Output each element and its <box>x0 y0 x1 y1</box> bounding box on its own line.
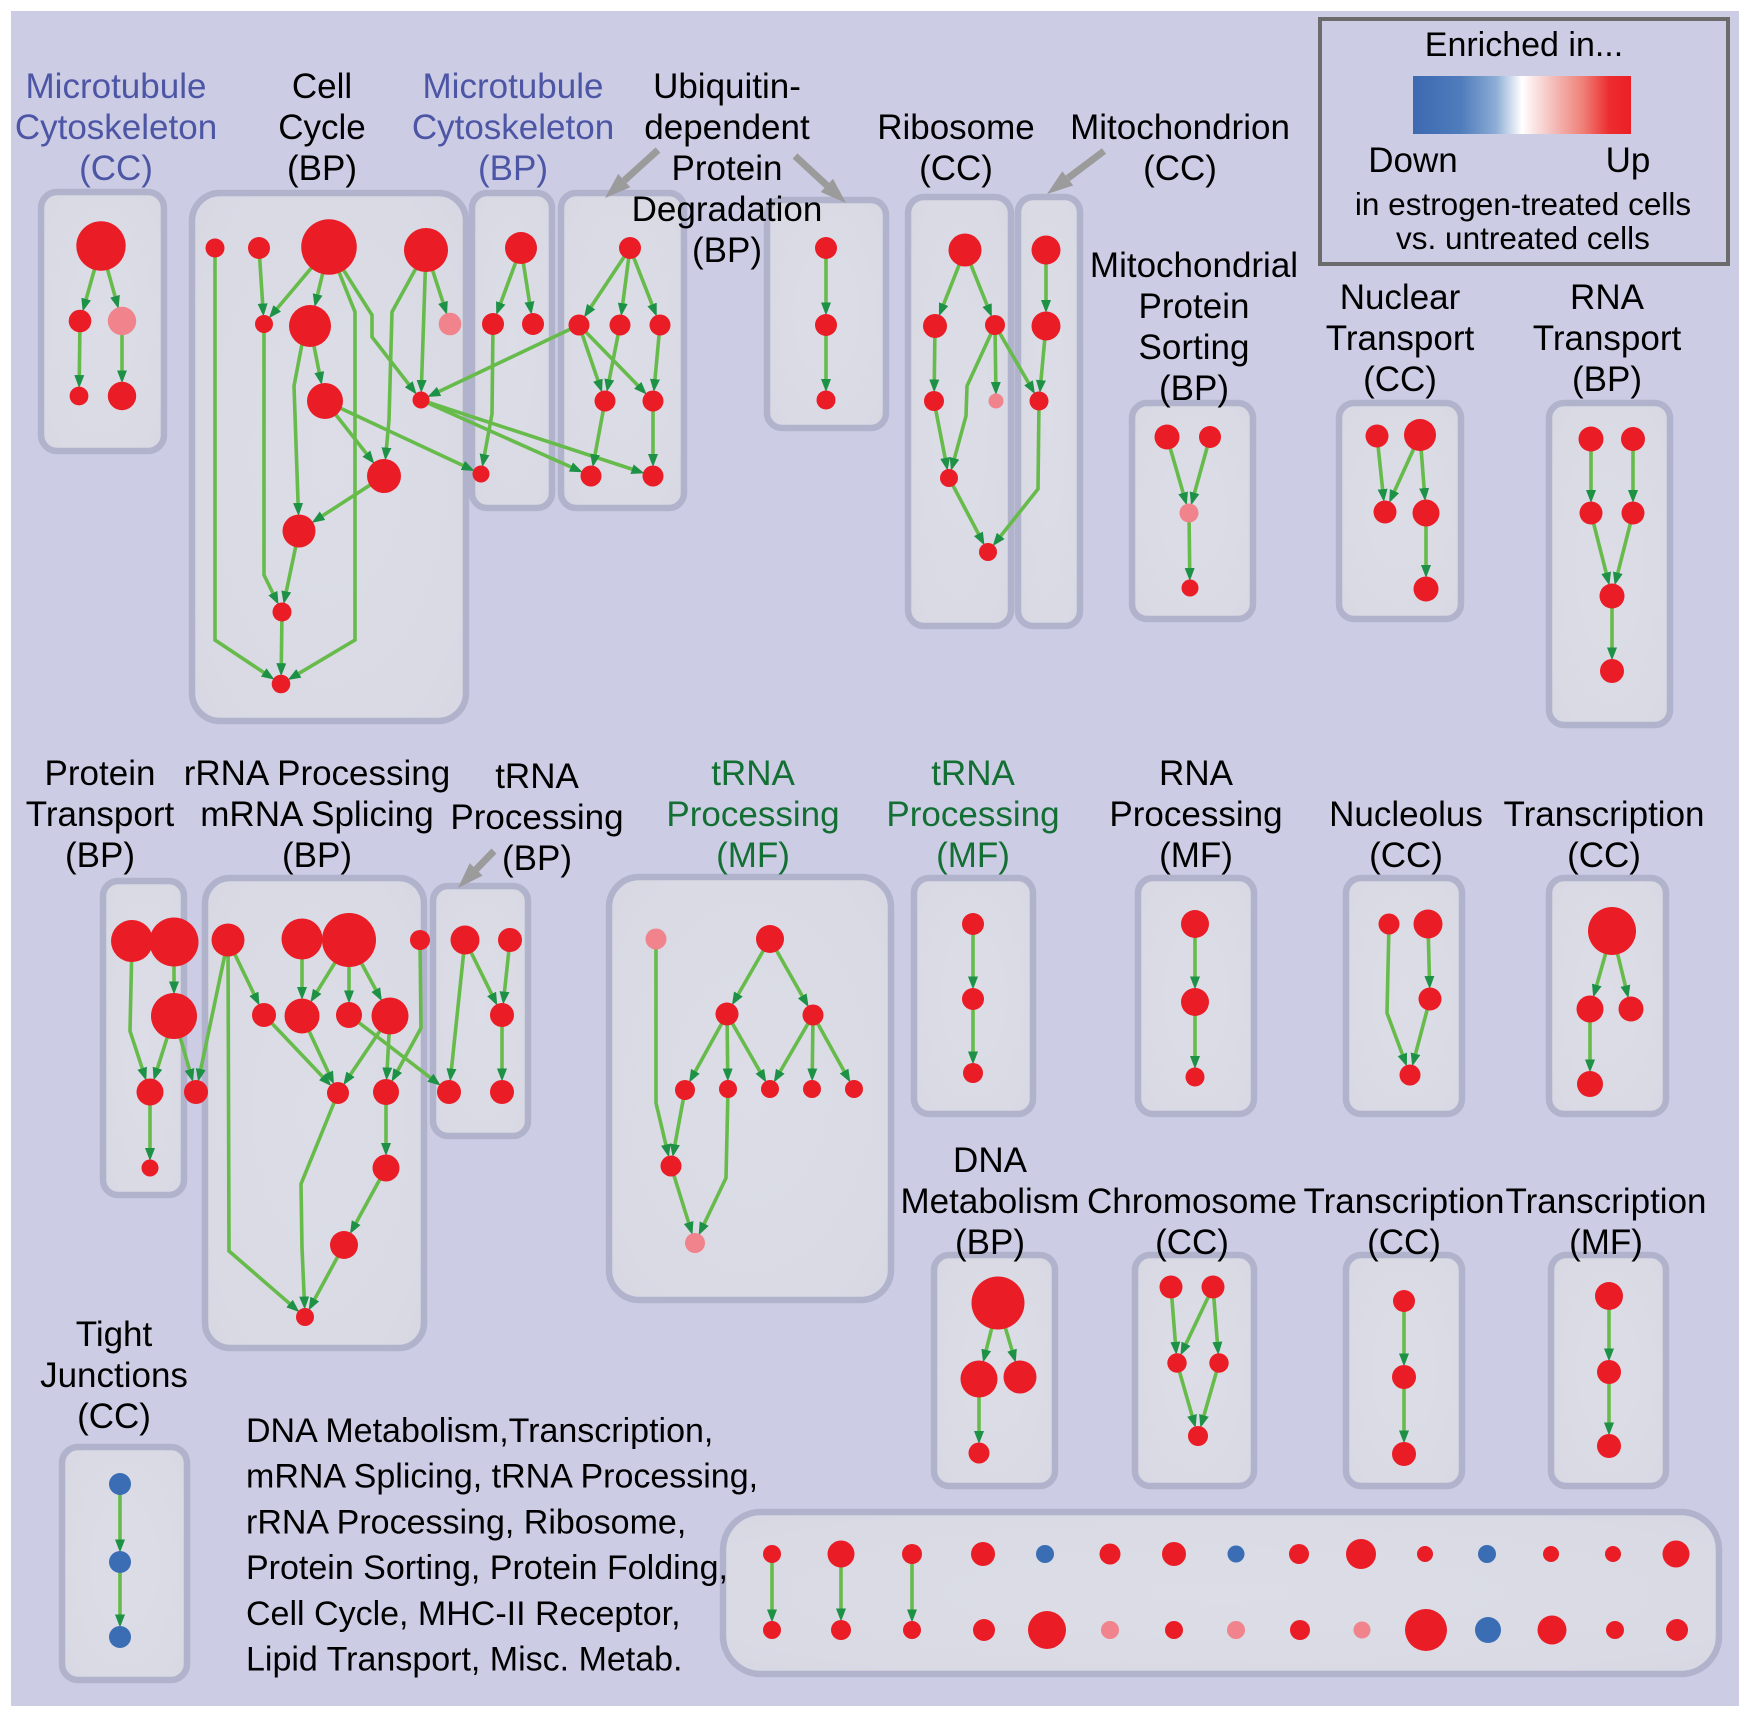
svg-text:(BP): (BP) <box>478 149 548 188</box>
svg-text:Cell: Cell <box>292 67 352 106</box>
svg-text:Mitochondrial: Mitochondrial <box>1090 246 1298 285</box>
svg-text:Lipid Transport, Misc. Metab.: Lipid Transport, Misc. Metab. <box>246 1641 683 1679</box>
svg-text:Ubiquitin-: Ubiquitin- <box>653 67 801 106</box>
svg-text:Transport: Transport <box>26 795 175 834</box>
svg-text:Protein Sorting, Protein Foldi: Protein Sorting, Protein Folding, <box>246 1549 728 1587</box>
svg-text:Processing: Processing <box>886 795 1059 834</box>
svg-text:Cytoskeleton: Cytoskeleton <box>15 108 217 147</box>
svg-text:dependent: dependent <box>644 108 810 147</box>
svg-text:Protein: Protein <box>672 149 783 188</box>
svg-text:Degradation: Degradation <box>632 190 823 229</box>
svg-text:tRNA: tRNA <box>931 754 1015 793</box>
svg-text:(CC): (CC) <box>919 149 993 188</box>
svg-text:Processing: Processing <box>1109 795 1282 834</box>
svg-text:DNA: DNA <box>953 1141 1028 1180</box>
svg-text:Tight: Tight <box>76 1315 153 1354</box>
svg-text:vs. untreated cells: vs. untreated cells <box>1396 220 1650 256</box>
svg-text:Protein: Protein <box>45 754 156 793</box>
svg-text:(CC): (CC) <box>1143 149 1217 188</box>
svg-text:tRNA: tRNA <box>495 757 579 796</box>
svg-text:(CC): (CC) <box>77 1397 151 1436</box>
svg-text:(CC): (CC) <box>79 149 153 188</box>
svg-text:rRNA Processing, Ribosome,: rRNA Processing, Ribosome, <box>246 1503 686 1541</box>
svg-text:(BP): (BP) <box>502 839 572 878</box>
svg-text:Junctions: Junctions <box>40 1356 188 1395</box>
svg-text:Nuclear: Nuclear <box>1340 278 1461 317</box>
svg-text:(CC): (CC) <box>1567 836 1641 875</box>
svg-text:Cell Cycle, MHC-II Receptor,: Cell Cycle, MHC-II Receptor, <box>246 1595 681 1633</box>
svg-text:Cytoskeleton: Cytoskeleton <box>412 108 614 147</box>
svg-text:(CC): (CC) <box>1155 1223 1229 1262</box>
svg-text:Nucleolus: Nucleolus <box>1329 795 1483 834</box>
svg-text:Cycle: Cycle <box>278 108 366 147</box>
svg-text:tRNA: tRNA <box>711 754 795 793</box>
svg-text:DNA Metabolism,Transcription,: DNA Metabolism,Transcription, <box>246 1412 713 1450</box>
svg-text:Transport: Transport <box>1326 319 1475 358</box>
svg-text:(MF): (MF) <box>1569 1223 1643 1262</box>
svg-text:(MF): (MF) <box>716 836 790 875</box>
svg-text:Enriched in...: Enriched in... <box>1425 26 1623 64</box>
svg-text:Microtubule: Microtubule <box>26 67 207 106</box>
svg-text:Up: Up <box>1606 141 1651 180</box>
svg-text:Transcription: Transcription <box>1504 795 1705 834</box>
svg-text:(BP): (BP) <box>1572 360 1642 399</box>
svg-text:Mitochondrion: Mitochondrion <box>1070 108 1290 147</box>
svg-text:Transcription: Transcription <box>1304 1182 1505 1221</box>
svg-text:in estrogen-treated cells: in estrogen-treated cells <box>1355 186 1691 222</box>
svg-text:Transcription: Transcription <box>1506 1182 1707 1221</box>
svg-text:(BP): (BP) <box>692 231 762 270</box>
svg-text:Metabolism: Metabolism <box>901 1182 1080 1221</box>
svg-text:(CC): (CC) <box>1367 1223 1441 1262</box>
svg-text:mRNA Splicing, tRNA Processing: mRNA Splicing, tRNA Processing, <box>246 1458 758 1496</box>
svg-text:(BP): (BP) <box>282 836 352 875</box>
svg-text:Chromosome: Chromosome <box>1087 1182 1297 1221</box>
svg-text:RNA: RNA <box>1570 278 1645 317</box>
svg-text:Protein: Protein <box>1139 287 1250 326</box>
svg-text:Transport: Transport <box>1533 319 1682 358</box>
svg-text:Microtubule: Microtubule <box>423 67 604 106</box>
svg-text:(CC): (CC) <box>1363 360 1437 399</box>
svg-text:(BP): (BP) <box>287 149 357 188</box>
svg-text:(BP): (BP) <box>955 1223 1025 1262</box>
svg-text:(MF): (MF) <box>936 836 1010 875</box>
svg-text:(CC): (CC) <box>1369 836 1443 875</box>
svg-text:mRNA Splicing: mRNA Splicing <box>200 795 433 834</box>
svg-text:(MF): (MF) <box>1159 836 1233 875</box>
svg-text:rRNA Processing: rRNA Processing <box>184 754 450 793</box>
svg-text:Sorting: Sorting <box>1139 328 1250 367</box>
svg-text:Ribosome: Ribosome <box>877 108 1035 147</box>
svg-text:Processing: Processing <box>666 795 839 834</box>
svg-text:(BP): (BP) <box>1159 369 1229 408</box>
svg-text:Processing: Processing <box>450 798 623 837</box>
svg-text:RNA: RNA <box>1159 754 1234 793</box>
svg-text:Down: Down <box>1368 141 1457 180</box>
svg-text:(BP): (BP) <box>65 836 135 875</box>
